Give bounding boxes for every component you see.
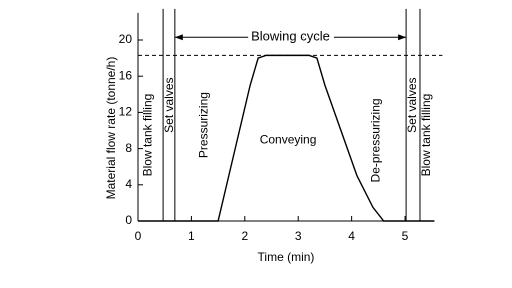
y-tick-label: 0 bbox=[125, 213, 132, 227]
span-label: Blowing cycle bbox=[251, 29, 330, 44]
x-tick-label: 0 bbox=[135, 229, 142, 243]
y-tick-label: 16 bbox=[119, 68, 133, 82]
x-tick-label: 1 bbox=[188, 229, 195, 243]
phase-label: Set valves bbox=[162, 77, 176, 132]
phase-label: Conveying bbox=[260, 133, 317, 147]
x-tick-label: 3 bbox=[295, 229, 302, 243]
phase-label: De-pressurizing bbox=[368, 98, 382, 182]
phase-label: Blow tank filling bbox=[140, 94, 154, 177]
data-line bbox=[138, 54, 435, 222]
phase-label: Set valves bbox=[405, 77, 419, 132]
phase-label: Pressurizing bbox=[196, 92, 210, 158]
x-axis-label: Time (min) bbox=[258, 250, 315, 264]
y-axis-label: Material flow rate (tonne/h) bbox=[104, 57, 118, 200]
y-tick-label: 20 bbox=[119, 32, 133, 46]
x-tick-label: 5 bbox=[402, 229, 409, 243]
x-tick-label: 2 bbox=[241, 229, 248, 243]
phase-label: Blow tank filling bbox=[419, 94, 433, 177]
x-tick-label: 4 bbox=[348, 229, 355, 243]
y-tick-label: 12 bbox=[119, 105, 133, 119]
y-tick-label: 8 bbox=[125, 141, 132, 155]
y-tick-label: 4 bbox=[125, 177, 132, 191]
